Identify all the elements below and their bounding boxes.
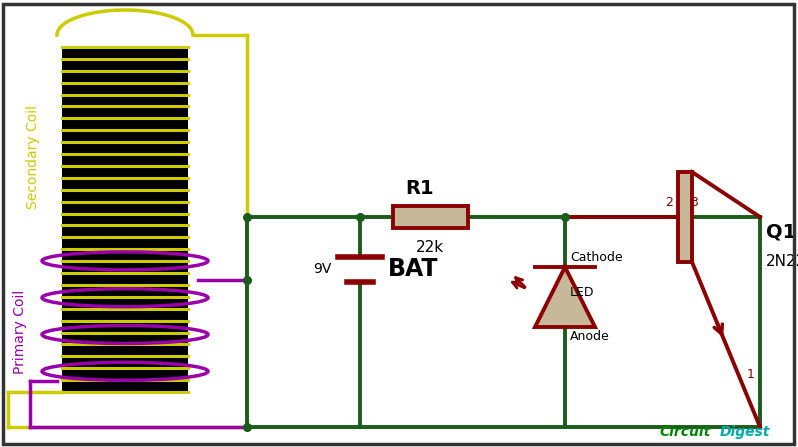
Text: 9V: 9V — [314, 262, 332, 276]
Text: Secondary Coil: Secondary Coil — [26, 105, 40, 209]
Bar — [678, 172, 692, 262]
Text: Digest: Digest — [720, 425, 770, 439]
Text: Circuit: Circuit — [660, 425, 711, 439]
Text: BAT: BAT — [388, 257, 438, 281]
Bar — [393, 206, 468, 228]
Text: Primary Coil: Primary Coil — [13, 290, 27, 374]
Text: Anode: Anode — [570, 330, 610, 343]
Text: 1: 1 — [747, 368, 755, 381]
Polygon shape — [535, 267, 595, 327]
Text: R1: R1 — [405, 180, 434, 198]
Bar — [62, 47, 188, 392]
Text: LED: LED — [570, 286, 595, 299]
Text: 22k: 22k — [416, 240, 444, 254]
Text: 2: 2 — [665, 196, 673, 209]
Text: 2N2222: 2N2222 — [766, 254, 798, 270]
Text: Cathode: Cathode — [570, 251, 622, 264]
Text: Q1: Q1 — [766, 223, 796, 241]
Text: 3: 3 — [690, 196, 698, 209]
